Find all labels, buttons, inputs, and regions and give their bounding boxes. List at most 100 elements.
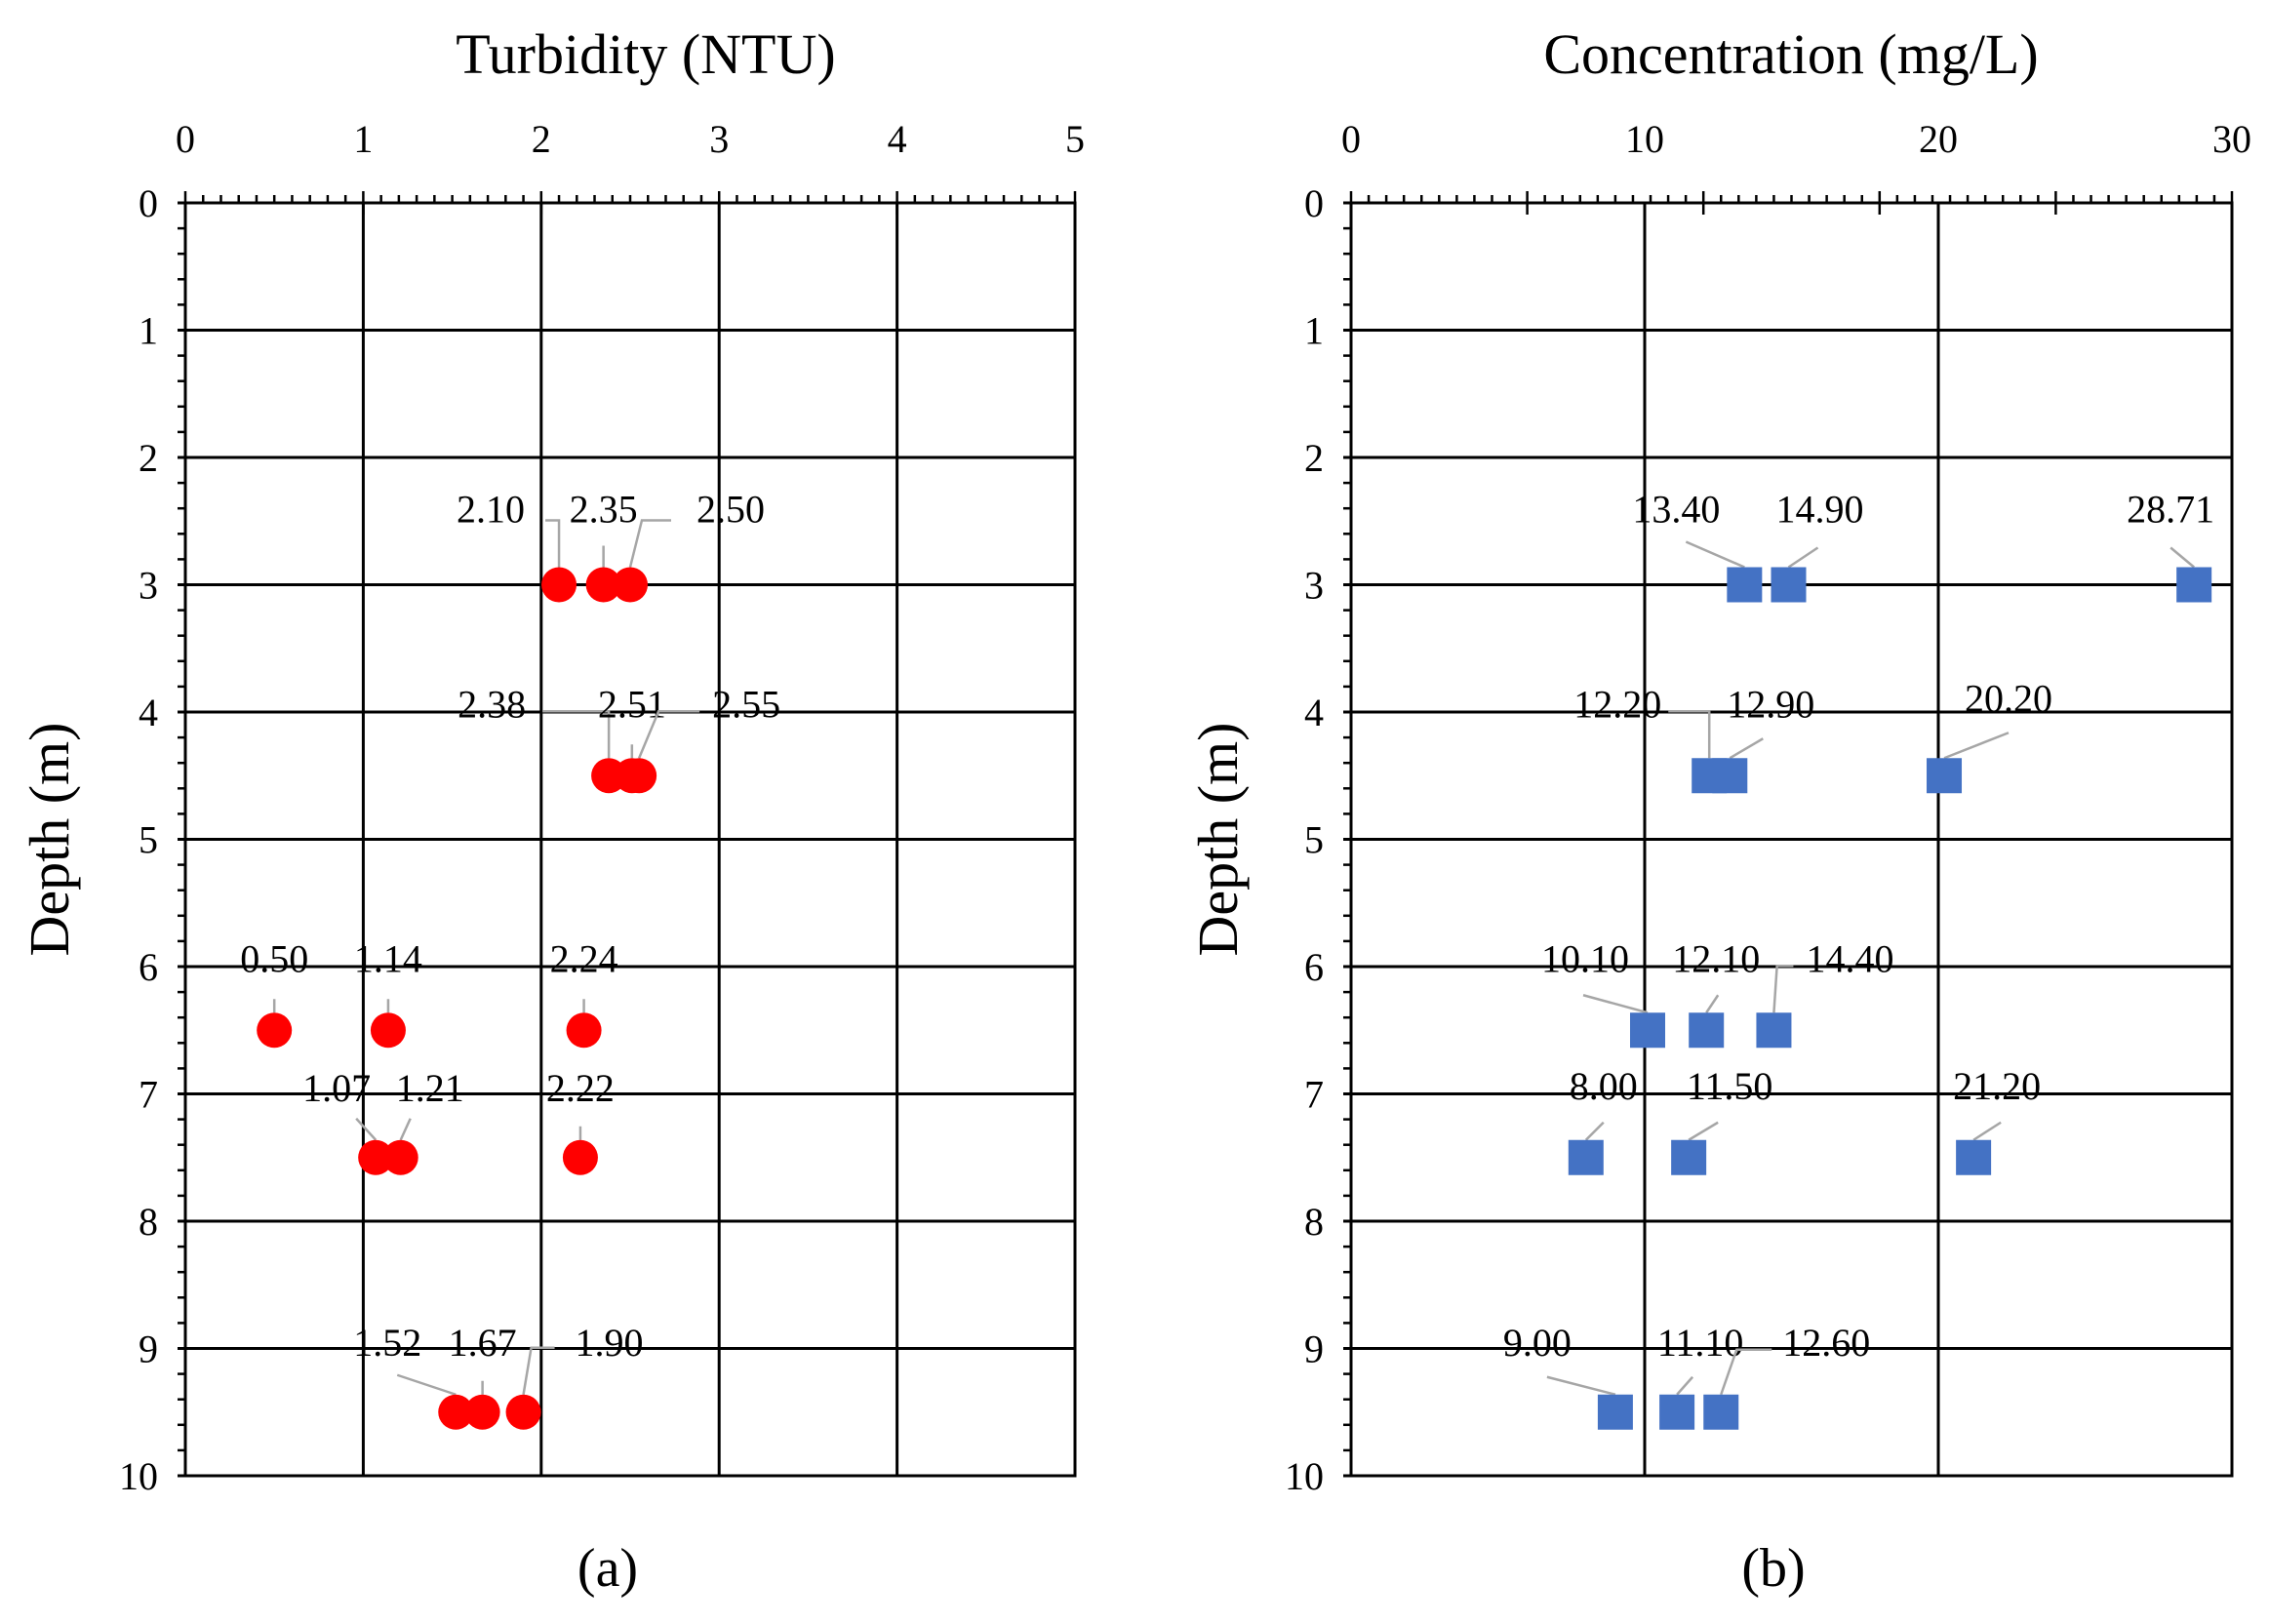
data-point-square: [1771, 567, 1807, 603]
data-label: 2.55: [712, 682, 780, 726]
leader-line: [628, 519, 671, 568]
leader-line: [2169, 546, 2195, 569]
data-label: 8.00: [1570, 1064, 1638, 1108]
y-tick-label: 5: [1304, 818, 1324, 862]
data-label: 13.40: [1632, 488, 1720, 532]
x-tick-label: 20: [1919, 117, 1958, 161]
y-tick-label: 10: [119, 1454, 158, 1498]
data-label: 0.50: [240, 936, 308, 980]
panel-b-concentration-chart: Concentration (mg/L) Depth (m) 0 10 20 30 0 1 2 3…: [1186, 22, 2251, 1498]
y-tick-label: 3: [139, 564, 158, 608]
y-tick-label: 10: [1285, 1454, 1324, 1498]
data-point-square: [2176, 567, 2212, 603]
leader-line: [399, 1118, 412, 1141]
data-label: 1.14: [354, 936, 422, 980]
panel-a-caption: (a): [577, 1538, 638, 1599]
leader-line: [1943, 732, 2010, 760]
data-label: 1.07: [302, 1066, 371, 1110]
leader-line: [1772, 965, 1794, 1013]
y-tick-label: 0: [1304, 181, 1324, 225]
y-tick-label: 2: [1304, 436, 1324, 480]
chart-title: Turbidity (NTU): [456, 22, 835, 86]
data-label: 2.50: [697, 488, 765, 532]
leader-line: [637, 710, 700, 759]
data-label: 2.38: [458, 682, 526, 726]
x-tick-label: 0: [176, 117, 195, 161]
leader-line: [1676, 1375, 1694, 1396]
data-label: 9.00: [1503, 1321, 1572, 1365]
y-axis-title: Depth (m): [18, 723, 81, 957]
data-point-square: [1568, 1139, 1604, 1175]
data-point-square: [1703, 1394, 1739, 1430]
leader-line: [1972, 1121, 2002, 1141]
leader-line: [1546, 1375, 1616, 1396]
data-point-square: [1630, 1012, 1666, 1049]
data-label: 12.90: [1727, 682, 1814, 726]
leader-line: [1787, 546, 1819, 569]
data-label: 12.60: [1782, 1321, 1870, 1365]
y-tick-label: 6: [139, 945, 158, 989]
data-label: 2.35: [570, 488, 638, 532]
data-point-circle: [464, 1394, 500, 1430]
panel-a-turbidity-chart: Turbidity (NTU) Depth (m) 0 1 2 3 4 5 0 1 2 3 4 5 6 7 8 9…: [18, 22, 1085, 1498]
leader-line: [1582, 994, 1649, 1014]
data-label: 1.21: [396, 1066, 464, 1110]
y-tick-label: 1: [139, 309, 158, 353]
plot-frame: [1349, 201, 2234, 1478]
data-label: 1.90: [576, 1321, 644, 1365]
leader-line: [1705, 994, 1720, 1013]
y-tick-label: 9: [139, 1327, 158, 1371]
leader-line: [1729, 737, 1764, 760]
data-point-circle: [541, 567, 577, 603]
y-tick-label: 5: [139, 818, 158, 862]
leader-line: [396, 1373, 457, 1396]
leader-line: [1685, 540, 1745, 569]
data-label: 14.90: [1775, 488, 1863, 532]
leader-line: [545, 519, 561, 568]
data-point-square: [1597, 1394, 1633, 1430]
data-point-square: [1727, 567, 1763, 603]
data-point-circle: [585, 567, 621, 603]
leader-line: [1720, 1348, 1772, 1396]
x-tick-label: 30: [2212, 117, 2251, 161]
leader-line: [1688, 1121, 1719, 1141]
data-label: 12.20: [1573, 682, 1661, 726]
data-point-square: [1927, 758, 1963, 794]
data-point-square: [1671, 1139, 1707, 1175]
data-label: 1.52: [353, 1321, 421, 1365]
data-label: 12.10: [1672, 936, 1760, 980]
x-tick-label: 4: [888, 117, 907, 161]
y-tick-label: 6: [1304, 945, 1324, 989]
data-point-square: [1689, 1012, 1725, 1049]
data-label: 28.71: [2127, 488, 2214, 532]
data-label: 20.20: [1965, 676, 2052, 720]
data-point-circle: [358, 1139, 394, 1175]
data-point-circle: [562, 1139, 598, 1175]
data-point-circle: [370, 1012, 406, 1049]
leader-line: [522, 1346, 555, 1395]
data-point-square: [1956, 1139, 1992, 1175]
y-tick-label: 4: [1304, 691, 1324, 734]
y-tick-label: 8: [1304, 1200, 1324, 1244]
data-label: 11.50: [1687, 1064, 1773, 1108]
leader-line: [1584, 1121, 1605, 1141]
data-label: 21.20: [1953, 1064, 2041, 1108]
data-label: 10.10: [1541, 936, 1629, 980]
panel-b-caption: (b): [1741, 1538, 1805, 1599]
y-tick-label: 4: [139, 691, 158, 734]
x-tick-label: 3: [709, 117, 729, 161]
data-label: 2.22: [546, 1066, 615, 1110]
data-label: 14.40: [1806, 936, 1893, 980]
y-tick-label: 9: [1304, 1327, 1324, 1371]
leader-line: [542, 710, 611, 759]
x-tick-label: 5: [1065, 117, 1085, 161]
y-tick-label: 1: [1304, 309, 1324, 353]
leader-line: [355, 1117, 378, 1141]
data-point-square: [1756, 1012, 1792, 1049]
data-label: 2.10: [457, 488, 525, 532]
y-tick-label: 0: [139, 181, 158, 225]
data-point-square: [1659, 1394, 1695, 1430]
data-label: 1.67: [449, 1321, 517, 1365]
